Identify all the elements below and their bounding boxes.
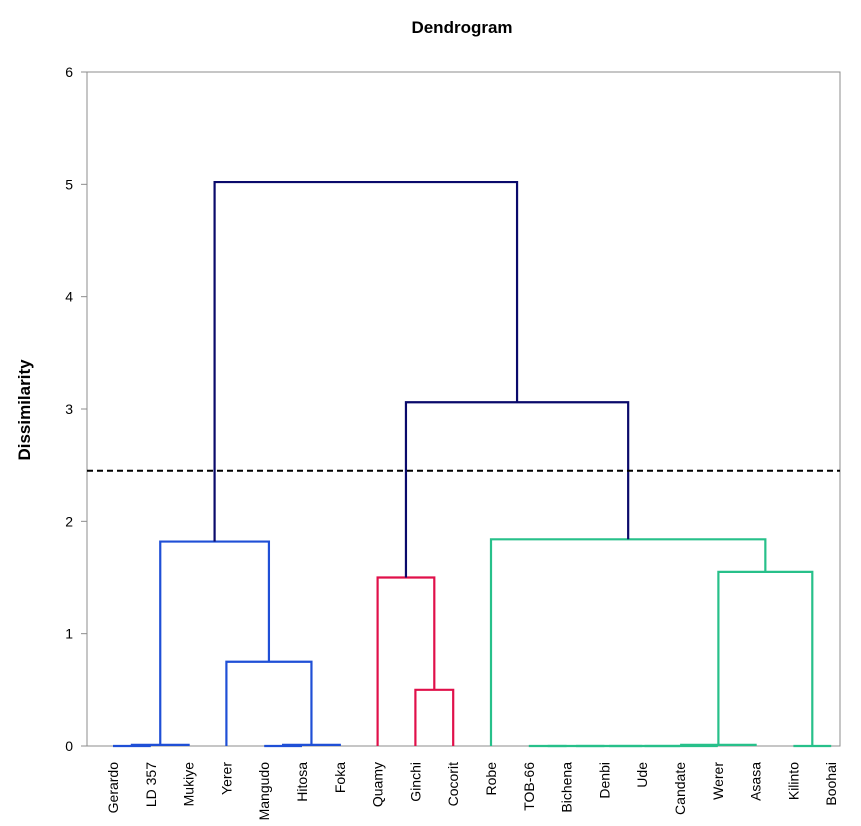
dendrogram-link [489,538,767,746]
y-tick-label: 5 [65,176,73,192]
dendrogram-link [130,743,190,746]
leaf-label: TOB-66 [521,762,537,811]
dendrogram-link [404,401,630,578]
leaf-label: Candate [672,762,688,815]
chart-title: Dendrogram [411,18,512,37]
leaf-label: Mangudo [256,762,272,821]
leaf-label: Bichena [559,762,575,813]
leaf-label: Robe [483,762,499,796]
plot-area-border [86,71,841,747]
leaf-label: Mukiye [181,762,197,807]
dendrogram-link [225,660,313,746]
dendrogram-link [213,180,519,542]
dendrogram-link [376,576,436,746]
leaf-label: Quamy [370,762,386,807]
dendrogram-link [717,570,814,746]
y-tick-label: 4 [65,289,73,305]
leaf-label: LD 357 [143,762,159,807]
y-tick-label: 1 [65,626,73,642]
dendrogram-links [113,180,832,748]
leaf-label: Kilinto [785,762,801,800]
leaf-label: Ude [634,762,650,788]
leaf-label: Hitosa [294,762,310,802]
leaf-label: Denbi [596,762,612,799]
dendrogram-link [159,540,271,745]
y-tick-label: 3 [65,401,73,417]
y-tick-label: 2 [65,513,73,529]
dendrogram-link [414,688,455,746]
y-tick-label: 0 [65,738,73,754]
leaf-label: Foka [332,762,348,793]
y-axis-label: Dissimilarity [15,359,34,461]
y-axis: 0 1 2 3 4 5 6 [65,64,87,754]
leaf-label: Cocorit [445,762,461,806]
leaf-label: Boohai [823,762,839,806]
leaf-labels: Gerardo LD 357 Mukiye Yerer Mangudo Hitosa Fok… [105,762,839,821]
leaf-label: Ginchi [407,762,423,802]
leaf-label: Gerardo [105,762,121,814]
y-tick-label: 6 [65,64,73,80]
leaf-label: Yerer [218,762,234,795]
dendrogram-link [680,743,757,746]
dendrogram-link [282,743,341,746]
leaf-label: Asasa [748,762,764,801]
leaf-label: Werer [710,762,726,800]
